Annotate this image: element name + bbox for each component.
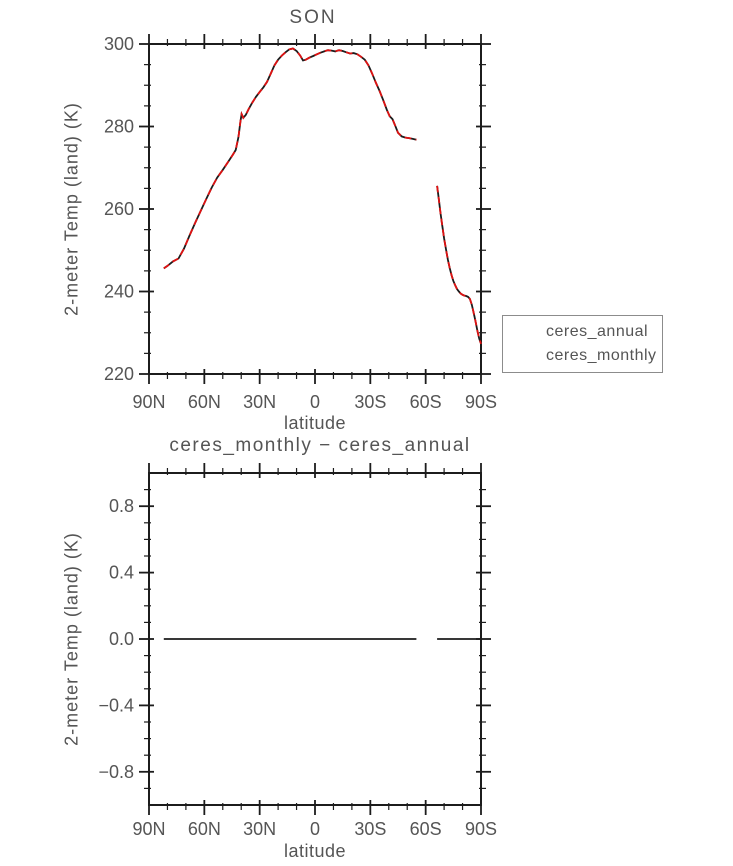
top-series-line-ceres_annual <box>163 47 417 270</box>
legend-label-ceres-monthly: ceres_monthly <box>546 347 657 364</box>
top-plot-frame <box>148 43 482 375</box>
top-y-tick-label: 280 <box>104 117 134 137</box>
bottom-y-tick-label: −0.8 <box>98 762 134 782</box>
bottom-x-tick-label: 90S <box>465 819 497 839</box>
bottom-x-tick-label: 30S <box>354 819 386 839</box>
top-x-axis-label: latitude <box>283 413 347 433</box>
top-y-tick-label: 300 <box>104 34 134 54</box>
top-x-tick-label: 0 <box>310 392 320 412</box>
top-x-tick-label: 60N <box>188 392 221 412</box>
bottom-x-tick-label: 30N <box>243 819 276 839</box>
bottom-y-tick-label: 0.8 <box>109 496 134 516</box>
top-x-tick-label: 90N <box>132 392 165 412</box>
top-x-tick-label: 90S <box>465 392 497 412</box>
bottom-x-tick-label: 90N <box>132 819 165 839</box>
top-x-tick-label: 30S <box>354 392 386 412</box>
bottom-y-tick-label: 0.0 <box>109 629 134 649</box>
top-series-line-ceres_monthly <box>163 47 417 270</box>
bottom-x-tick-label: 60S <box>410 819 442 839</box>
bottom-x-tick-label: 0 <box>310 819 320 839</box>
top-y-axis-label: 2-meter Temp (land) (K) <box>61 102 82 316</box>
top-chart-title: SON <box>289 7 337 28</box>
top-y-tick-label: 220 <box>104 364 134 384</box>
legend-label-ceres-annual: ceres_annual <box>546 323 649 340</box>
top-y-tick-label: 240 <box>104 282 134 302</box>
bottom-y-tick-label: −0.4 <box>98 695 134 715</box>
bottom-y-tick-label: 0.4 <box>109 563 134 583</box>
bottom-chart-title: ceres_monthly − ceres_annual <box>169 435 471 456</box>
top-x-tick-label: 30N <box>243 392 276 412</box>
top-x-tick-label: 60S <box>410 392 442 412</box>
legend: ceres_annual ceres_monthly <box>502 315 663 373</box>
bottom-x-tick-label: 60N <box>188 819 221 839</box>
bottom-y-axis-label: 2-meter Temp (land) (K) <box>61 532 82 746</box>
bottom-x-axis-label: latitude <box>283 841 347 861</box>
top-series-line-ceres_annual <box>436 185 482 345</box>
top-y-tick-label: 260 <box>104 199 134 219</box>
